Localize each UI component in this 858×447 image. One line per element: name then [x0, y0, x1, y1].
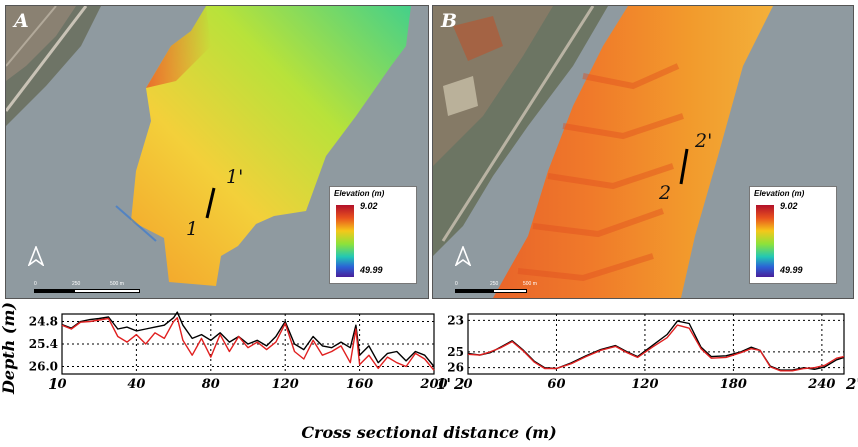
elevation-legend-a: Elevation (m) 9.02 49.99: [329, 186, 417, 284]
legend-colorbar: [756, 205, 774, 277]
plot-frame-b: [467, 313, 845, 375]
map-panel-b: B 2' 2 Elevation (m) 9.02 49.99 0 250 50…: [432, 5, 854, 299]
scale-tick-500: 500 m: [110, 281, 124, 287]
profile-end-label-b: 2': [845, 375, 858, 393]
legend-title: Elevation (m): [754, 189, 805, 198]
y-tick-label: 25.4: [29, 337, 58, 351]
legend-min-value: 49.99: [360, 265, 383, 275]
series-line-red-b: [467, 324, 845, 372]
y-tick-label: 26.0: [29, 360, 58, 374]
scale-bar-a: [34, 289, 140, 293]
scale-tick-0: 0: [455, 281, 458, 287]
section-end-label-b: 2': [695, 130, 713, 152]
x-axis-title: Cross sectional distance (m): [301, 423, 556, 442]
scale-tick-0: 0: [34, 281, 37, 287]
legend-max-value: 9.02: [360, 201, 378, 211]
legend-title: Elevation (m): [334, 189, 385, 198]
profile-chart-a: 0 40 80 120 160 200 24.8 25.4 26.01 1': [29, 311, 451, 393]
x-tick-label: 60: [547, 377, 565, 392]
profile-end-label-a: 1': [436, 375, 451, 393]
section-start-label-b: 2: [659, 182, 672, 204]
legend-colorbar: [336, 205, 354, 277]
x-tick-label: 0: [57, 377, 66, 392]
map-panel-a: A 1' 1 Elevation (m) 9.02 49.99 0 250 50…: [5, 5, 429, 299]
profile-start-label-a: 1: [48, 375, 58, 393]
elevation-legend-b: Elevation (m) 9.02 49.99: [749, 186, 837, 284]
y-axis-title: Depth (m): [0, 302, 18, 395]
depth-profiles: 0 40 80 120 160 200 24.8 25.4 26.01 1' 0 60 120 180 2…: [0, 302, 858, 442]
scale-tick-250: 250: [72, 281, 81, 287]
x-tick-label: 160: [346, 377, 373, 392]
legend-min-value: 49.99: [780, 265, 803, 275]
x-tick-label: 0: [463, 377, 472, 392]
profile-start-label-b: 2: [453, 375, 464, 393]
scale-tick-500: 500 m: [523, 281, 537, 287]
x-tick-label: 240: [807, 377, 835, 392]
y-tick-label: 25: [447, 345, 464, 359]
x-tick-label: 120: [272, 377, 299, 392]
legend-max-value: 9.02: [780, 201, 798, 211]
y-tick-label: 23: [447, 313, 464, 327]
bathymetry-map-a: [6, 6, 428, 298]
x-tick-label: 200: [419, 377, 447, 392]
y-tick-label: 26: [447, 361, 464, 375]
y-tick-label: 24.8: [29, 315, 58, 329]
x-tick-label: 40: [127, 377, 145, 392]
panel-label-a: A: [14, 10, 29, 32]
scale-bar-b: [455, 289, 527, 293]
north-arrow-icon: [28, 246, 44, 266]
section-end-label-a: 1': [226, 166, 244, 188]
series-line-black-a: [61, 311, 435, 367]
x-tick-label: 80: [202, 377, 220, 392]
series-line-red-a: [61, 317, 435, 371]
scale-tick-250: 250: [490, 281, 499, 287]
x-tick-label: 120: [631, 377, 658, 392]
profile-chart-b: 0 60 120 180 240 23 25 262 2': [447, 313, 858, 393]
north-arrow-icon: [455, 246, 471, 266]
x-tick-label: 180: [720, 377, 747, 392]
panel-label-b: B: [441, 10, 458, 32]
section-start-label-a: 1: [186, 218, 199, 240]
